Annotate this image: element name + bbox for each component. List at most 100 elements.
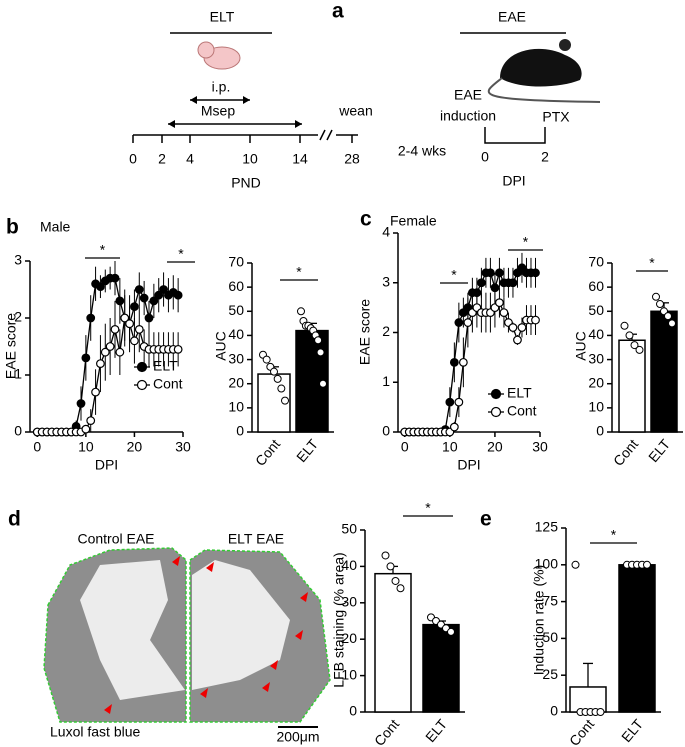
y-axis-label: EAE score <box>3 313 19 379</box>
x-tick-label: ELT <box>618 716 646 746</box>
mouse-tail <box>487 77 601 103</box>
data-point <box>381 551 390 560</box>
data-point <box>76 399 86 408</box>
y-tick-label: 10 <box>341 666 357 682</box>
data-point <box>262 355 271 364</box>
data-point <box>635 345 644 354</box>
data-point <box>664 312 672 321</box>
wean-label: wean <box>338 103 372 119</box>
timeline-tick-label: 28 <box>344 151 360 167</box>
y-tick-label: 0 <box>236 423 244 439</box>
x-tick-label: 0 <box>33 439 41 455</box>
significance-label: * <box>296 264 302 280</box>
image-label: Control EAE <box>77 531 154 547</box>
data-point <box>159 285 168 294</box>
y-tick-label: 0 <box>382 423 390 439</box>
data-point <box>454 397 464 407</box>
stain-label: Luxol fast blue <box>50 724 140 740</box>
ip-arrowheads <box>190 96 250 104</box>
panel-label: b <box>6 216 19 239</box>
panel-label: d <box>8 508 21 531</box>
data-point <box>391 576 400 585</box>
y-tick-label: 125 <box>535 519 559 535</box>
data-point <box>115 347 125 357</box>
data-point <box>130 302 139 312</box>
pnd-label: PND <box>231 175 261 191</box>
significance-label: * <box>451 267 457 283</box>
data-point <box>91 387 100 397</box>
legend-label: ELT <box>153 358 178 374</box>
data-point <box>277 384 286 393</box>
data-point <box>316 348 325 357</box>
panel-label: e <box>480 508 492 531</box>
timeline-diagram <box>133 32 601 144</box>
bar <box>569 686 607 713</box>
x-tick-label: 0 <box>401 439 409 455</box>
eae-label: EAE <box>498 9 526 25</box>
data-point <box>625 331 634 340</box>
data-point <box>110 273 120 283</box>
dpi-axis <box>484 127 546 144</box>
y-tick-label: 25 <box>542 666 558 682</box>
data-point <box>508 323 518 332</box>
data-point <box>96 282 105 292</box>
x-tick-label: 20 <box>127 439 143 455</box>
y-tick-label: 40 <box>588 326 604 342</box>
legend-marker <box>490 388 502 400</box>
bar <box>422 623 460 713</box>
y-tick-label: 0 <box>349 703 357 719</box>
data-point <box>125 319 134 329</box>
data-point <box>270 367 278 376</box>
data-point <box>495 298 504 308</box>
bar <box>650 310 678 433</box>
x-tick-label: ELT <box>645 436 673 466</box>
x-tick-label: ELT <box>422 716 450 746</box>
data-point <box>463 318 473 327</box>
y-tick-label: 20 <box>341 630 357 646</box>
y-tick-label: 1 <box>382 373 390 389</box>
significance-label: * <box>523 234 529 250</box>
y-tick-label: 50 <box>341 521 357 537</box>
x-tick-label: Cont <box>610 436 641 469</box>
data-point <box>319 379 327 388</box>
data-point <box>513 335 522 345</box>
legend-label: ELT <box>507 385 532 401</box>
dpi-label: DPI <box>502 173 525 189</box>
data-point <box>144 313 154 323</box>
data-point <box>173 290 183 300</box>
data-point <box>130 336 139 346</box>
dpi-tick-label: 0 <box>481 149 489 165</box>
y-tick-label: 10 <box>228 399 244 415</box>
x-tick-label: 10 <box>78 439 94 455</box>
y-tick-label: 70 <box>228 254 244 270</box>
data-point <box>454 318 464 327</box>
y-tick-label: 50 <box>228 302 244 318</box>
timeline-tick-label: 2 <box>158 151 166 167</box>
data-point <box>445 397 455 407</box>
route-label: i.p. <box>212 79 231 95</box>
y-tick-label: 60 <box>228 278 244 294</box>
data-point <box>656 300 664 309</box>
ptx-label: PTX <box>542 109 570 125</box>
legend-marker <box>136 361 148 373</box>
data-point <box>120 313 130 323</box>
data-point <box>110 325 120 334</box>
data-point <box>652 292 660 301</box>
data-point <box>447 627 455 636</box>
legend-marker <box>490 406 502 418</box>
panel-label: c <box>360 208 372 231</box>
data-point <box>499 308 509 318</box>
data-point <box>596 708 605 716</box>
data-point <box>149 296 159 306</box>
x-tick-label: 20 <box>487 439 503 455</box>
y-tick-label: 50 <box>542 629 558 645</box>
data-point <box>517 323 527 332</box>
x-tick-label: 30 <box>175 439 191 455</box>
data-point <box>173 344 183 354</box>
mouse-ear <box>559 39 571 51</box>
y-tick-label: 3 <box>382 273 390 289</box>
y-axis-label: AUC <box>213 331 229 361</box>
significance-label: * <box>611 527 617 543</box>
significance-label: * <box>649 255 655 271</box>
induction-label: induction <box>440 108 496 124</box>
